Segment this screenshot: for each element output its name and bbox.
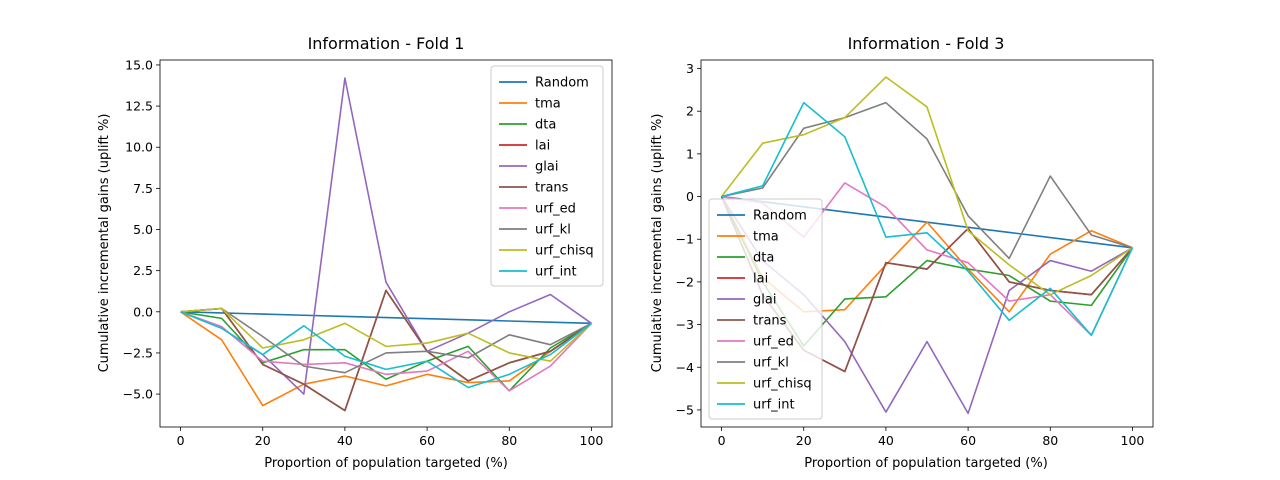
series-line-urf-ed [180,311,593,392]
legend: Random tma dta lai glai trans urf_ed urf_kl urf_… [490,65,604,287]
series-lines [180,77,593,412]
x-tick-label: 40 [878,433,894,448]
y-tick-label: 12.5 [125,99,153,114]
legend-label: tma [753,230,779,245]
plot-frame [700,59,1154,428]
y-tick-label: 1 [686,146,694,161]
series-line-random [180,311,592,325]
series-line-urf-kl [180,307,592,374]
x-tick-label: 20 [796,433,812,448]
x-tick-label: 100 [1121,433,1145,448]
legend-label: urf_ed [535,202,576,217]
x-tick-label: 0 [177,433,185,448]
series-line-urf-kl [721,101,1133,260]
y-tick-label: −5.0 [123,387,153,402]
plot-frame [159,59,613,428]
y-tick-label: 2 [686,104,694,119]
x-axis-label: Proportion of population targeted (%) [264,456,508,471]
x-tick-label: 80 [1042,433,1058,448]
x-tick-label: 80 [501,433,517,448]
x-tick-label: 40 [337,433,353,448]
legend-label: urf_int [535,265,577,280]
legend-label: dta [535,118,556,133]
series-line-urf-int [180,311,592,389]
y-tick-label: 0 [686,189,694,204]
chart-title: Information - Fold 1 [308,34,465,53]
legend-label: urf_chisq [753,377,812,392]
y-tick-label: −5 [676,402,694,417]
x-tick-label: 60 [419,433,435,448]
legend-label: tma [535,97,561,112]
x-tick-label: 100 [580,433,604,448]
x-tick-label: 0 [718,433,726,448]
legend: Random tma dta lai glai trans urf_ed urf_kl urf_… [708,198,823,420]
y-tick-label: −1 [676,232,694,247]
series-line-lai [180,289,592,412]
y-tick-label: 3 [686,61,694,76]
y-tick-label: −2.5 [123,345,153,360]
legend-label: glai [753,293,776,308]
y-tick-label: 2.5 [133,263,153,278]
legend-label: lai [753,272,768,287]
series-line-tma [180,311,592,407]
series-line-dta [180,311,592,392]
legend-label: urf_kl [535,223,571,238]
legend-label: lai [535,139,550,154]
legend-label: Random [753,209,807,224]
chart-panel-fold-3: Information - Fold 3 Proportion of popul… [650,34,1154,471]
legend-label: trans [535,181,569,196]
legend-label: urf_chisq [535,244,594,259]
y-tick-label: −4 [676,360,694,375]
legend-label: Random [535,76,589,91]
y-axis-label: Cumulative incremental gains (uplift %) [650,114,665,373]
legend-box [708,198,823,420]
legend-label: trans [753,314,787,329]
series-line-urf-chisq [720,76,1133,296]
y-tick-label: 10.0 [125,140,153,155]
legend-label: glai [535,160,558,175]
legend-label: urf_ed [753,335,794,350]
y-tick-label: 7.5 [133,181,153,196]
series-line-urf-int [721,101,1134,337]
legend-box [490,65,604,287]
y-tick-label: 15.0 [125,57,153,72]
x-tick-label: 20 [255,433,271,448]
chart-title: Information - Fold 3 [848,34,1005,53]
y-tick-label: 0.0 [133,304,153,319]
series-line-urf-chisq [180,307,592,362]
y-tick-label: −2 [676,274,694,289]
series-line-trans [180,289,592,412]
x-axis-label: Proportion of population targeted (%) [804,456,1048,471]
legend-label: dta [753,251,774,266]
y-tick-label: −3 [676,317,694,332]
legend-label: urf_int [753,398,795,413]
y-tick-label: 5.0 [133,222,153,237]
x-tick-label: 60 [960,433,976,448]
legend-label: urf_kl [753,356,789,371]
y-axis-label: Cumulative incremental gains (uplift %) [97,114,112,373]
chart-panel-fold-1: Information - Fold 1 Proportion of popul… [97,34,613,471]
